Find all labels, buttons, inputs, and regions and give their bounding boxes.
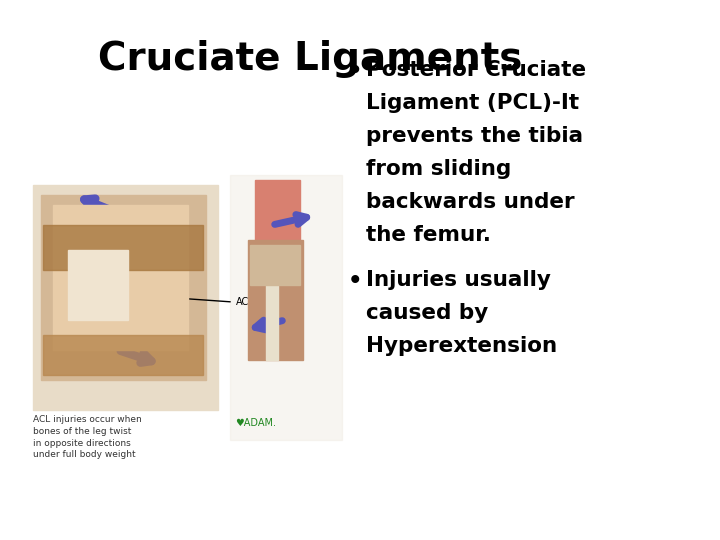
Text: the femur.: the femur.: [366, 225, 491, 245]
Bar: [266, 250, 278, 360]
Text: caused by: caused by: [366, 303, 488, 323]
Text: backwards under: backwards under: [366, 192, 575, 212]
Bar: [230, 175, 342, 440]
Bar: [250, 245, 300, 285]
Bar: [33, 185, 218, 410]
Text: Posterior Cruciate: Posterior Cruciate: [366, 60, 586, 80]
Text: ACL injuries occur when
bones of the leg twist
in opposite directions
under full: ACL injuries occur when bones of the leg…: [33, 415, 142, 460]
Bar: [248, 240, 303, 360]
Text: prevents the tibia: prevents the tibia: [366, 126, 583, 146]
Bar: [41, 195, 206, 380]
Text: Ligament (PCL)-It: Ligament (PCL)-It: [366, 93, 579, 113]
Text: Hyperextension: Hyperextension: [366, 336, 557, 356]
Text: •: •: [348, 270, 362, 293]
Text: ACL: ACL: [236, 297, 255, 307]
Bar: [43, 225, 203, 270]
Text: from sliding: from sliding: [366, 159, 511, 179]
Text: ♥ADAM.: ♥ADAM.: [235, 418, 276, 428]
Bar: [43, 335, 203, 375]
Text: •: •: [348, 60, 362, 83]
Text: Cruciate Ligaments: Cruciate Ligaments: [98, 40, 522, 78]
Text: Injuries usually: Injuries usually: [366, 270, 551, 290]
Bar: [255, 180, 300, 245]
Bar: [68, 250, 128, 320]
Bar: [53, 205, 188, 350]
